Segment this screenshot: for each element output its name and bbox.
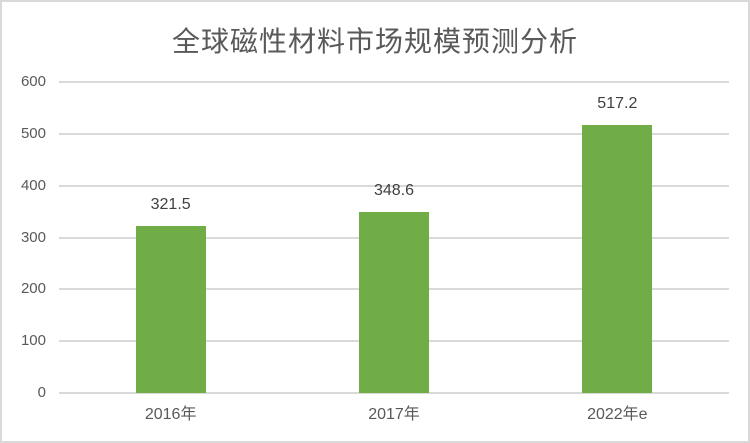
- x-axis-label-2017年: 2017年: [368, 406, 420, 423]
- data-label-2022年e: 517.2: [597, 94, 638, 112]
- y-axis-label-400: 400: [20, 176, 46, 194]
- x-axis-label-2022年e: 2022年e: [587, 406, 648, 423]
- data-label-2016年: 321.5: [150, 196, 191, 214]
- y-axis-label-500: 500: [20, 124, 46, 142]
- gridline-500: [59, 132, 729, 135]
- chart-title: 全球磁性材料市场规模预测分析: [171, 26, 578, 57]
- gridline-600: [59, 81, 729, 83]
- y-axis-label-0: 0: [37, 384, 46, 401]
- gridline-400: [59, 184, 729, 187]
- gridline-0: [59, 392, 729, 394]
- bar-2022年e: [582, 124, 653, 393]
- y-axis-label-600: 600: [20, 73, 46, 90]
- bar-2017年: [359, 212, 429, 393]
- y-axis-label-300: 300: [20, 228, 46, 246]
- y-axis-label-200: 200: [20, 280, 46, 298]
- y-axis-label-100: 100: [20, 332, 46, 350]
- x-axis-label-2016年: 2016年: [144, 406, 197, 423]
- bar-2016年: [135, 226, 206, 393]
- data-label-2017年: 348.6: [373, 182, 415, 200]
